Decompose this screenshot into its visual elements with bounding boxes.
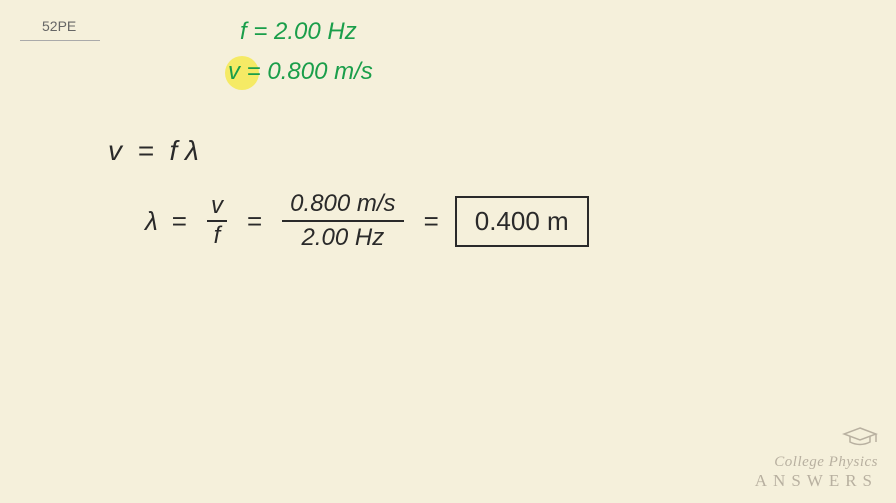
- sub-num: 0.800 m/s: [282, 190, 403, 222]
- equals-sign: =: [424, 206, 439, 237]
- equals-sign: =: [172, 206, 187, 237]
- vel-unit-text: m/s: [334, 58, 373, 85]
- brand-line2: ANSWERS: [755, 471, 878, 491]
- grad-cap-icon: [755, 426, 878, 454]
- given-frequency: f = 2.00 Hz: [240, 18, 357, 46]
- equals-sign: =: [247, 206, 262, 237]
- equals-sign: =: [253, 18, 274, 45]
- problem-label: 52PE: [42, 18, 76, 34]
- freq-value: 2.00: [274, 18, 321, 45]
- eq1-f: f: [169, 135, 177, 166]
- wave-equation: v = f λ: [108, 135, 199, 167]
- solve-equation: λ = v f = 0.800 m/s 2.00 Hz = 0.400 m: [145, 190, 589, 252]
- given-velocity: v = 0.800 m/s: [228, 58, 373, 86]
- label-underline: [20, 40, 100, 41]
- frac-num: v: [207, 192, 227, 222]
- numeric-fraction: 0.800 m/s 2.00 Hz: [282, 190, 403, 252]
- watermark: College Physics ANSWERS: [755, 426, 878, 491]
- vel-symbol: v: [228, 58, 240, 85]
- equals-sign: =: [130, 135, 170, 166]
- symbolic-fraction: v f: [207, 192, 227, 250]
- freq-symbol: f: [240, 18, 247, 45]
- eq1-lhs: v: [108, 135, 122, 166]
- freq-unit-text: Hz: [327, 18, 356, 45]
- vel-value: 0.800: [267, 58, 327, 85]
- answer-box: 0.400 m: [455, 196, 589, 247]
- eq2-lhs: λ: [145, 206, 158, 237]
- brand-line1: College Physics: [755, 454, 878, 471]
- equals-sign: =: [247, 58, 268, 85]
- sub-den: 2.00 Hz: [294, 222, 393, 252]
- frac-den: f: [210, 222, 225, 250]
- eq1-lambda: λ: [185, 135, 199, 166]
